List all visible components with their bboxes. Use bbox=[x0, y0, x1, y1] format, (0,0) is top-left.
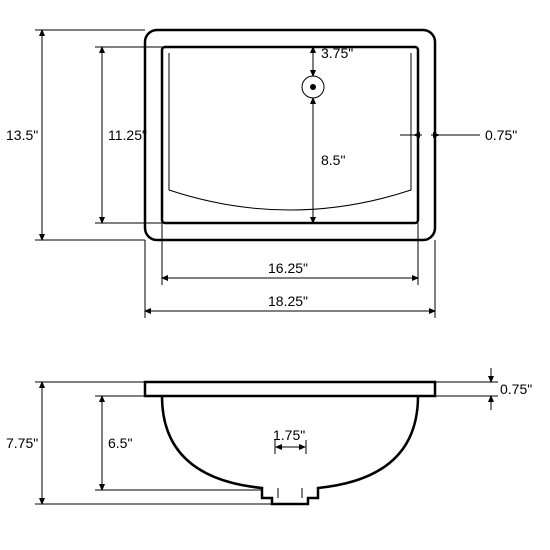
label-drain-top: 3.75" bbox=[321, 45, 353, 61]
inner-rect bbox=[162, 47, 418, 223]
label-rim-thick: 0.75" bbox=[500, 381, 532, 397]
label-outer-h: 13.5" bbox=[6, 127, 38, 143]
label-rim: 0.75" bbox=[485, 127, 517, 143]
label-inner-h: 11.25" bbox=[108, 127, 147, 143]
label-total-d: 7.75" bbox=[6, 435, 38, 451]
bowl-profile bbox=[162, 396, 418, 504]
basin-curve bbox=[169, 53, 411, 210]
label-inner-w: 16.25" bbox=[268, 260, 308, 276]
sink-dimension-diagram: 3.75" 8.5" 0.75" 11.25" 13.5" 16.25" 18.… bbox=[0, 0, 550, 550]
outer-rect bbox=[145, 30, 435, 240]
rim-slab bbox=[145, 382, 435, 396]
label-bowl-d: 6.5" bbox=[108, 435, 132, 451]
label-drain-bottom: 8.5" bbox=[321, 152, 345, 168]
side-view: 0.75" 6.5" 7.75" 1.75" bbox=[6, 368, 532, 504]
drain-center bbox=[310, 84, 316, 90]
top-view: 3.75" 8.5" 0.75" 11.25" 13.5" 16.25" 18.… bbox=[6, 30, 517, 318]
label-drain-w: 1.75" bbox=[273, 427, 305, 443]
label-outer-w: 18.25" bbox=[268, 293, 308, 309]
